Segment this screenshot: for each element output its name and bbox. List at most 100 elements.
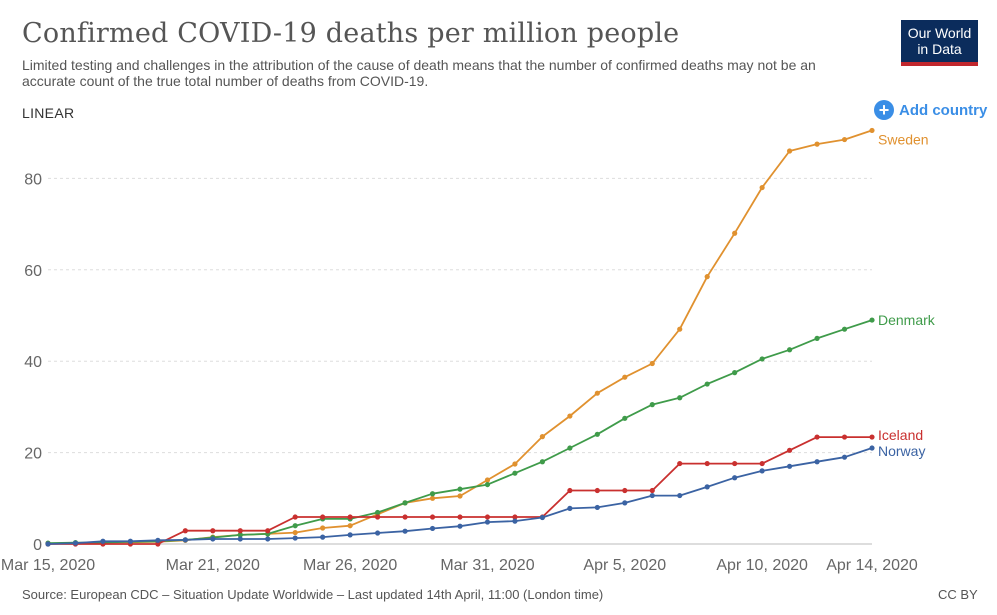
- data-point: [72, 540, 79, 546]
- data-point: [677, 492, 683, 499]
- data-point: [375, 530, 381, 536]
- x-tick-label: Apr 10, 2020: [716, 557, 808, 574]
- data-point: [45, 541, 51, 547]
- y-tick-label: 20: [24, 446, 42, 463]
- data-point: [429, 525, 436, 532]
- data-point: [127, 538, 133, 544]
- data-point: [237, 536, 243, 542]
- add-country-label: Add country: [899, 101, 988, 119]
- data-point: [622, 500, 628, 506]
- series-line-sweden: [47, 129, 873, 545]
- scale-toggle[interactable]: LINEAR: [22, 105, 75, 121]
- data-point: [787, 447, 793, 453]
- series-norway[interactable]: [45, 445, 875, 547]
- data-point: [567, 413, 573, 419]
- data-point: [429, 514, 436, 520]
- data-point: [869, 434, 875, 440]
- data-point: [869, 445, 875, 451]
- series-label-sweden: Sweden: [878, 131, 929, 147]
- data-point: [622, 374, 628, 380]
- data-point: [787, 463, 793, 469]
- data-point: [649, 487, 655, 494]
- data-point: [649, 360, 655, 367]
- data-point: [210, 536, 216, 542]
- data-point: [375, 509, 381, 516]
- data-point: [512, 470, 518, 476]
- data-point: [869, 127, 875, 134]
- data-point: [484, 514, 491, 520]
- data-point: [429, 495, 436, 501]
- data-point: [594, 390, 600, 396]
- data-point: [512, 518, 518, 524]
- data-point: [704, 460, 710, 467]
- x-tick-label: Mar 15, 2020: [1, 557, 95, 574]
- data-point: [732, 460, 738, 467]
- chart-subtitle: Limited testing and challenges in the at…: [22, 57, 816, 89]
- data-point: [704, 484, 710, 490]
- data-point: [732, 370, 738, 376]
- x-axis-ticks: Mar 15, 2020 Mar 21, 2020 Mar 26, 2020 Mar …: [1, 557, 918, 574]
- data-point: [841, 454, 848, 460]
- data-point: [594, 487, 600, 494]
- data-point: [732, 230, 738, 236]
- data-point: [320, 534, 326, 540]
- data-point: [265, 528, 271, 534]
- data-point: [155, 541, 161, 547]
- data-point: [759, 460, 765, 467]
- data-point: [292, 523, 298, 529]
- data-point: [182, 537, 188, 543]
- y-tick-label: 40: [24, 354, 42, 371]
- data-point: [320, 514, 326, 520]
- x-tick-label: Mar 31, 2020: [440, 557, 534, 574]
- series-sweden[interactable]: [45, 127, 875, 547]
- data-point: [512, 461, 518, 467]
- add-country-button[interactable]: + Add country: [874, 100, 987, 120]
- data-point: [429, 491, 436, 497]
- y-tick-label: 0: [33, 537, 42, 554]
- data-point: [347, 514, 353, 520]
- data-point: [677, 326, 683, 332]
- data-point: [182, 528, 188, 534]
- series-denmark[interactable]: [45, 317, 875, 546]
- data-point: [292, 535, 298, 541]
- data-point: [237, 528, 243, 534]
- data-point: [539, 459, 546, 465]
- y-axis-ticks: 0 20 40 60 80: [24, 171, 42, 554]
- data-point: [457, 486, 463, 492]
- data-point: [787, 347, 793, 353]
- data-point: [539, 514, 546, 521]
- data-point: [347, 532, 353, 538]
- y-tick-label: 80: [24, 171, 42, 188]
- data-point: [814, 434, 820, 440]
- data-point: [704, 274, 710, 280]
- x-tick-label: Mar 26, 2020: [303, 557, 397, 574]
- data-point: [759, 184, 765, 191]
- x-tick-label: Apr 5, 2020: [583, 557, 666, 574]
- data-point: [677, 460, 683, 467]
- data-point: [759, 356, 765, 362]
- data-point: [622, 415, 628, 421]
- series-label-denmark: Denmark: [878, 312, 936, 328]
- data-point: [457, 493, 463, 499]
- x-tick-label: Apr 14, 2020: [826, 557, 918, 574]
- logo-line-2: in Data: [917, 41, 962, 57]
- series-label-iceland: Iceland: [878, 427, 923, 443]
- data-point: [155, 537, 161, 543]
- data-point: [841, 136, 848, 143]
- data-point: [567, 445, 573, 451]
- data-point: [402, 528, 408, 534]
- series-label-norway: Norway: [878, 443, 925, 459]
- grid-lines: [48, 177, 872, 545]
- data-point: [237, 532, 243, 538]
- data-point: [841, 434, 848, 440]
- license-link[interactable]: CC BY: [938, 587, 978, 602]
- y-tick-label: 60: [24, 263, 42, 280]
- data-point: [759, 468, 765, 474]
- data-point: [292, 529, 298, 536]
- data-point: [649, 402, 655, 408]
- owid-logo[interactable]: Our World in Data: [901, 20, 978, 66]
- data-point: [402, 514, 408, 520]
- data-point: [375, 514, 381, 520]
